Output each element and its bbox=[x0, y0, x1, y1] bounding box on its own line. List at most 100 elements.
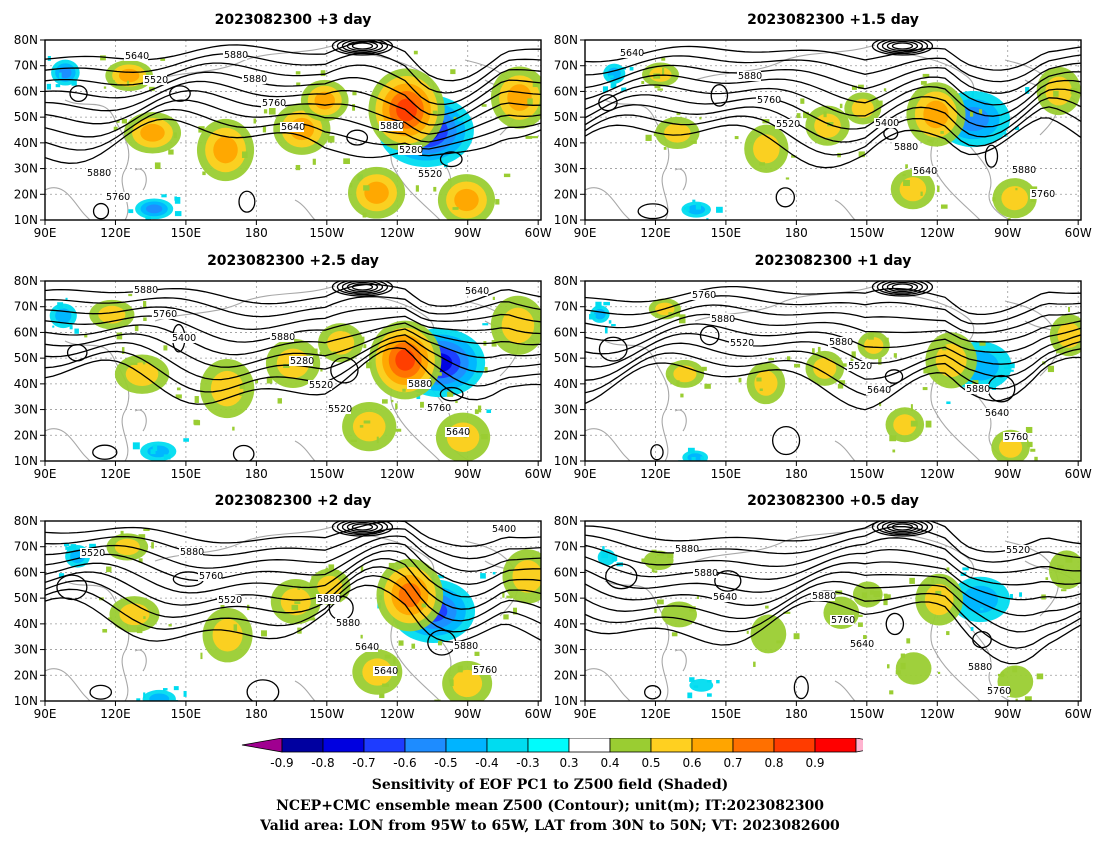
contour-low-center bbox=[351, 283, 374, 291]
lon-tick-label: 120W bbox=[380, 707, 415, 721]
contour-line bbox=[45, 99, 541, 143]
contour-closed bbox=[346, 129, 369, 146]
map-frame bbox=[44, 280, 542, 462]
contour-low-center bbox=[891, 523, 914, 531]
anomaly-speckle bbox=[920, 81, 927, 85]
anomaly-speckle bbox=[360, 634, 363, 639]
lon-tick-label: 60W bbox=[1065, 467, 1092, 481]
anomaly-speckle bbox=[675, 311, 681, 317]
contour-label: 5640 bbox=[374, 666, 398, 677]
contour-label: 5760 bbox=[427, 403, 451, 414]
contour-label: 5880 bbox=[180, 547, 204, 558]
lon-tick-label: 150E bbox=[711, 226, 742, 240]
anomaly-speckle bbox=[837, 384, 844, 389]
anomaly-speckle bbox=[1045, 577, 1049, 580]
colorbar-segment bbox=[486, 738, 529, 753]
anomaly-speckle bbox=[1057, 564, 1064, 571]
contour-closed bbox=[92, 444, 118, 460]
contour-closed bbox=[710, 84, 729, 107]
sensitivity-shading bbox=[602, 57, 1081, 220]
anomaly-speckle bbox=[121, 119, 128, 124]
contour-label: 5880 bbox=[224, 50, 248, 61]
anomaly-speckle bbox=[160, 58, 166, 61]
contour-closed bbox=[89, 684, 113, 700]
lat-tick-label: 80N bbox=[554, 274, 578, 288]
anomaly-speckle bbox=[55, 84, 61, 88]
contour-line bbox=[585, 106, 1081, 156]
map-frame bbox=[44, 520, 542, 702]
contour-low-center bbox=[886, 281, 919, 293]
anomaly-speckle bbox=[889, 435, 897, 442]
anomaly-speckle bbox=[787, 356, 791, 361]
lon-tick-label: 150W bbox=[849, 467, 884, 481]
contour-label: 5520 bbox=[1006, 545, 1030, 556]
anomaly-speckle bbox=[474, 651, 480, 656]
anomaly-speckle bbox=[906, 638, 911, 644]
lat-tick-label: 10N bbox=[554, 213, 578, 227]
z500-contours bbox=[45, 521, 541, 701]
anomaly-speckle bbox=[152, 444, 158, 451]
anomaly-speckle bbox=[657, 599, 664, 605]
lat-tick-label: 10N bbox=[554, 454, 578, 468]
colorbar-segment bbox=[609, 738, 652, 753]
contour-label-bg bbox=[1030, 189, 1054, 199]
anomaly-speckle bbox=[687, 692, 693, 699]
anomaly-speckle bbox=[683, 206, 687, 210]
anomaly-speckle bbox=[931, 577, 935, 583]
anomaly-shade bbox=[851, 98, 874, 119]
contour-labels: 5520 5640 5640 5760 5880 5760 5880 5400 5880 bbox=[619, 48, 1055, 200]
lat-tick-label: 50N bbox=[14, 591, 38, 605]
contour-line bbox=[585, 348, 1081, 396]
map-frame bbox=[584, 280, 1082, 462]
anomaly-speckle bbox=[262, 126, 267, 133]
contour-label-bg bbox=[965, 384, 989, 394]
contour-label: 5640 bbox=[850, 639, 874, 650]
contour-low-center bbox=[876, 521, 929, 536]
anomaly-shade bbox=[145, 204, 163, 214]
anomaly-speckle bbox=[690, 140, 697, 144]
contour-label-bg bbox=[407, 379, 431, 389]
contour-label-bg bbox=[198, 571, 222, 581]
contour-label-bg bbox=[830, 615, 854, 625]
anomaly-speckle bbox=[668, 312, 673, 317]
anomaly-speckle bbox=[701, 366, 707, 371]
contour-line bbox=[45, 52, 541, 94]
anomaly-speckle bbox=[398, 640, 404, 646]
contour-closed bbox=[972, 630, 992, 649]
anomaly-speckle bbox=[413, 50, 418, 55]
anomaly-speckle bbox=[615, 554, 618, 561]
anomaly-speckle bbox=[706, 218, 709, 220]
contour-label: 5880 bbox=[271, 332, 295, 343]
contour-closed bbox=[644, 685, 662, 700]
anomaly-speckle bbox=[1056, 349, 1063, 354]
z500-contours bbox=[585, 521, 1081, 700]
contour-label-bg bbox=[912, 166, 936, 176]
anomaly-speckle bbox=[447, 391, 454, 397]
anomaly-speckle bbox=[350, 439, 357, 442]
anomaly-speckle bbox=[143, 300, 147, 308]
colorbar-tick-label: 0.3 bbox=[559, 756, 578, 770]
anomaly-speckle bbox=[793, 633, 800, 640]
anomaly-speckle bbox=[1003, 366, 1011, 370]
lat-tick-label: 20N bbox=[554, 428, 578, 442]
anomaly-speckle bbox=[415, 185, 419, 192]
lon-tick-label: 120E bbox=[640, 467, 671, 481]
anomaly-speckle bbox=[738, 377, 742, 383]
anomaly-shade bbox=[454, 188, 479, 212]
anomaly-shade bbox=[149, 693, 170, 701]
anomaly-speckle bbox=[892, 449, 896, 453]
anomaly-speckle bbox=[106, 566, 112, 573]
colorbar: -0.9 -0.8 -0.7 -0.6 -0.5 -0.4 -0.3 0.3 0.4 0.5 0.6… bbox=[241, 738, 863, 770]
anomaly-speckle bbox=[861, 592, 868, 599]
contour-label-bg bbox=[849, 639, 873, 649]
lat-tick-label: 30N bbox=[14, 403, 38, 417]
contour-label-bg bbox=[327, 404, 351, 414]
anomaly-speckle bbox=[680, 393, 684, 398]
lat-tick-label: 60N bbox=[554, 565, 578, 579]
anomaly-speckle bbox=[691, 456, 696, 461]
contour-label: 5520 bbox=[848, 361, 872, 372]
anomaly-speckle bbox=[379, 693, 385, 699]
anomaly-speckle bbox=[174, 211, 182, 217]
contour-label-bg bbox=[712, 592, 736, 602]
lon-tick-label: 90E bbox=[574, 707, 597, 721]
